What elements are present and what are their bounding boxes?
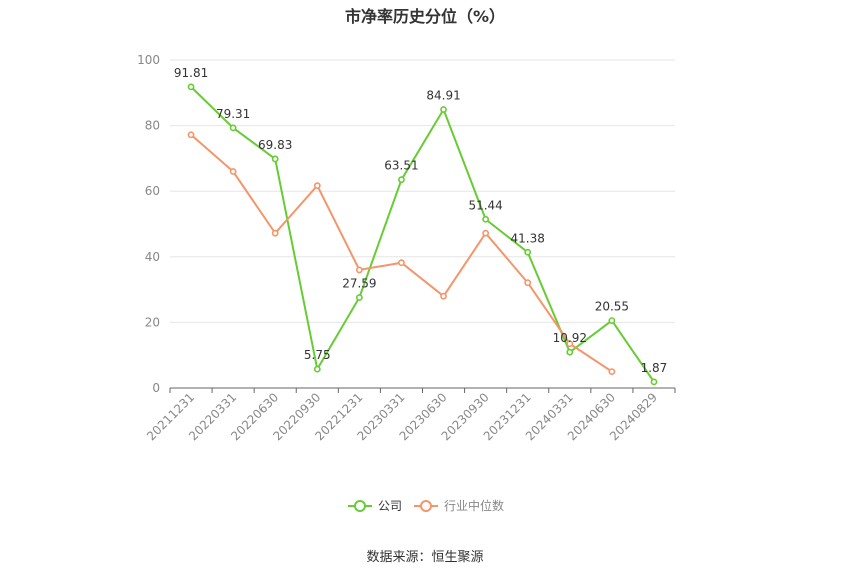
legend-marker <box>354 500 366 512</box>
data-point <box>187 131 195 139</box>
y-tick-label: 0 <box>152 381 160 395</box>
data-point <box>229 124 237 132</box>
data-point <box>271 229 279 237</box>
y-tick-label: 100 <box>137 53 160 67</box>
series-points <box>187 83 658 386</box>
legend-item-0: 公司 <box>348 499 402 513</box>
data-point <box>482 215 490 223</box>
data-label: 5.75 <box>304 348 331 362</box>
data-point <box>187 83 195 91</box>
data-point <box>650 378 658 386</box>
chart-title: 市净率历史分位（%） <box>344 7 506 26</box>
data-point <box>398 176 405 184</box>
source-note: 数据来源：恒生聚源 <box>366 550 484 565</box>
data-label: 27.59 <box>342 277 376 291</box>
y-tick-label: 20 <box>145 315 160 329</box>
x-axis: 2021123120220331202206302022093020221231… <box>144 387 676 443</box>
data-point <box>608 368 616 375</box>
legend-label: 行业中位数 <box>444 498 504 513</box>
data-point <box>229 168 237 175</box>
y-tick-label: 60 <box>145 184 160 198</box>
data-point <box>566 348 574 356</box>
data-label: 79.31 <box>216 107 250 121</box>
data-point <box>524 279 532 287</box>
data-point <box>355 266 363 274</box>
data-label: 41.38 <box>511 231 545 245</box>
data-point <box>313 365 321 373</box>
data-point <box>271 155 279 163</box>
y-tick-label: 80 <box>145 119 160 133</box>
data-point <box>608 317 616 324</box>
y-axis-labels: 0 20 40 60 80 100 <box>137 53 160 395</box>
data-point <box>355 294 363 301</box>
data-point <box>524 248 532 256</box>
data-labels: 91.81 79.31 69.83 5.75 27.59 63.51 84.91 51.44 4… <box>174 66 667 375</box>
y-tick-label: 40 <box>145 250 160 264</box>
grid-lines <box>170 59 675 323</box>
data-label: 84.91 <box>426 88 460 102</box>
legend-marker <box>420 500 432 512</box>
legend-label: 公司 <box>378 499 402 513</box>
data-label: 91.81 <box>174 66 208 80</box>
data-point <box>440 292 447 300</box>
data-point <box>440 106 447 113</box>
data-point <box>398 259 405 267</box>
data-label: 69.83 <box>258 138 292 152</box>
data-label: 10.92 <box>553 331 587 345</box>
data-point <box>482 229 490 237</box>
data-label: 1.87 <box>641 361 668 375</box>
data-label: 20.55 <box>595 300 629 314</box>
legend-item-1: 行业中位数 <box>414 498 504 513</box>
data-label: 51.44 <box>468 198 502 212</box>
data-point <box>313 182 321 190</box>
data-point <box>566 340 574 348</box>
data-label: 63.51 <box>384 159 418 173</box>
legend: 公司 行业中位数 <box>348 498 504 513</box>
series-line-0 <box>190 86 655 383</box>
